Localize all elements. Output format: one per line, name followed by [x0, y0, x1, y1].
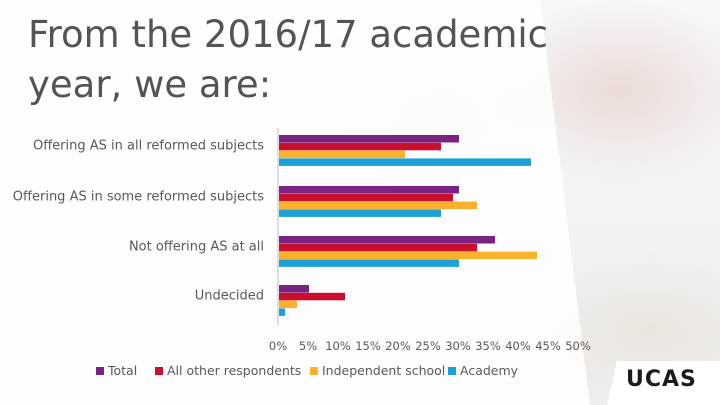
chart-bars	[279, 135, 537, 316]
x-tick-label: 45%	[535, 339, 561, 353]
bar-total-3	[279, 285, 309, 293]
x-tick-label: 25%	[415, 339, 441, 353]
bar-all-other-respondents-0	[279, 142, 441, 151]
x-tick-label: 50%	[565, 339, 591, 353]
x-tick-label: 10%	[325, 339, 351, 353]
logo-corner	[607, 361, 617, 405]
legend-swatch	[448, 367, 456, 375]
bar-academy-3	[279, 308, 285, 316]
legend-label: Total	[107, 363, 137, 378]
bar-academy-1	[279, 209, 441, 217]
logo-text: UCAS	[626, 367, 697, 392]
legend-swatch	[310, 367, 318, 375]
x-tick-label: 20%	[385, 339, 411, 353]
bar-total-0	[279, 135, 459, 143]
category-labels: Offering AS in all reformed subjects Offe…	[13, 139, 264, 304]
bar-independent-school-2	[279, 251, 537, 260]
bar-independent-school-0	[279, 150, 405, 159]
x-tick-label: 35%	[475, 339, 501, 353]
legend-swatch	[96, 367, 104, 375]
bar-academy-0	[279, 158, 531, 166]
legend-swatch	[155, 367, 163, 375]
bar-all-other-respondents-1	[279, 193, 453, 202]
bar-all-other-respondents-2	[279, 243, 477, 252]
legend-label: All other respondents	[167, 363, 301, 378]
ucas-logo: UCAS	[616, 361, 720, 405]
x-tick-label: 40%	[505, 339, 531, 353]
x-tick-label: 0%	[269, 339, 287, 353]
bar-all-other-respondents-3	[279, 292, 345, 301]
x-tick-label: 5%	[299, 339, 317, 353]
bar-independent-school-3	[279, 300, 297, 309]
bar-total-2	[279, 236, 495, 244]
x-tick-label: 30%	[445, 339, 471, 353]
legend-label: Independent school	[322, 363, 445, 378]
x-tick-label: 15%	[355, 339, 381, 353]
category-label: Offering AS in some reformed subjects	[13, 190, 264, 205]
category-label: Not offering AS at all	[129, 240, 264, 255]
category-label: Offering AS in all reformed subjects	[33, 139, 264, 154]
chart-legend: Total All other respondents Independent sc…	[96, 363, 519, 378]
x-tick-labels: 0% 5% 10% 15% 20% 25% 30% 35% 40% 45% 50%	[269, 339, 591, 353]
bar-total-1	[279, 186, 459, 194]
page-title: From the 2016/17 academic year, we are:	[28, 13, 548, 106]
bar-independent-school-1	[279, 201, 477, 210]
category-label: Undecided	[195, 289, 264, 304]
bar-academy-2	[279, 259, 459, 267]
legend-label: Academy	[460, 363, 519, 378]
